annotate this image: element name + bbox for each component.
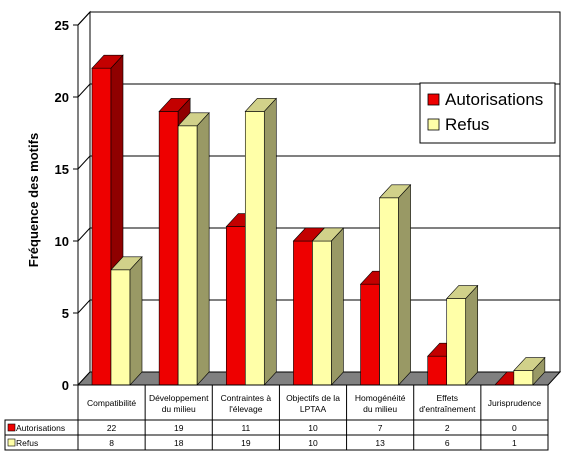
table-cell-autorisations-0: 22 bbox=[107, 423, 117, 433]
y-tick-label: 10 bbox=[55, 234, 69, 249]
bar-refus-4 bbox=[378, 184, 412, 386]
gridline-side bbox=[77, 227, 91, 242]
x-category-label: Effets bbox=[436, 393, 458, 403]
x-category-label: LPTAA bbox=[300, 404, 327, 414]
x-category-label: Compatibilité bbox=[87, 398, 136, 408]
table-cell-refus-2: 19 bbox=[241, 438, 251, 448]
y-tick-label: 0 bbox=[62, 378, 69, 393]
data-table-frame bbox=[77, 384, 549, 451]
table-cell-autorisations-3: 10 bbox=[308, 423, 318, 433]
y-tick-label: 20 bbox=[55, 90, 69, 105]
legend-swatch-autorisations bbox=[427, 93, 440, 106]
x-category-label: Jurisprudence bbox=[488, 398, 542, 408]
table-series-name: Autorisations bbox=[16, 423, 65, 433]
y-tick-label: 25 bbox=[55, 18, 69, 33]
table-cell-autorisations-6: 0 bbox=[512, 423, 517, 433]
x-category-label: Développement bbox=[149, 393, 209, 403]
table-cell-autorisations-1: 19 bbox=[174, 423, 184, 433]
table-cell-autorisations-5: 2 bbox=[445, 423, 450, 433]
y-axis-label: Fréquence des motifs bbox=[26, 133, 41, 267]
gridline-side bbox=[77, 11, 91, 26]
gridline-side bbox=[77, 155, 91, 170]
table-cell-refus-1: 18 bbox=[174, 438, 184, 448]
table-cell-refus-6: 1 bbox=[512, 438, 517, 448]
x-category-label: du milieu bbox=[162, 404, 196, 414]
legend-label-autorisations: Autorisations bbox=[445, 90, 543, 109]
x-category-label: Objectifs de la bbox=[286, 393, 340, 403]
gridline-side bbox=[77, 299, 91, 314]
x-category-label: Homogénéité bbox=[355, 393, 406, 403]
legend-label-refus: Refus bbox=[445, 115, 489, 134]
bar-refus-3 bbox=[311, 227, 345, 386]
table-cell-autorisations-2: 11 bbox=[241, 423, 250, 433]
table-cell-refus-4: 13 bbox=[375, 438, 385, 448]
bar-refus-2 bbox=[244, 97, 277, 386]
x-category-label: Contraintes à bbox=[221, 393, 272, 403]
bar-refus-5 bbox=[446, 284, 479, 386]
legend-box bbox=[419, 82, 556, 144]
table-legend-swatch-autorisations bbox=[7, 423, 16, 432]
left-wall bbox=[77, 10, 91, 387]
table-series-name: Refus bbox=[16, 438, 38, 448]
x-category-label: l'élevage bbox=[229, 404, 263, 414]
x-category-label: d'entraînement bbox=[419, 404, 476, 414]
bar-refus-0 bbox=[110, 256, 143, 386]
legend-swatch-refus bbox=[427, 118, 440, 131]
table-cell-refus-0: 8 bbox=[109, 438, 114, 448]
bar-refus-1 bbox=[177, 112, 210, 386]
y-tick-label: 15 bbox=[55, 162, 69, 177]
table-cell-refus-5: 6 bbox=[445, 438, 450, 448]
bar-refus-6 bbox=[513, 356, 546, 386]
gridline-side bbox=[77, 83, 91, 98]
x-category-label: du milieu bbox=[363, 404, 397, 414]
table-legend-swatch-refus bbox=[7, 438, 16, 447]
table-cell-autorisations-4: 7 bbox=[378, 423, 383, 433]
table-cell-refus-3: 10 bbox=[308, 438, 318, 448]
y-tick-label: 5 bbox=[62, 306, 69, 321]
